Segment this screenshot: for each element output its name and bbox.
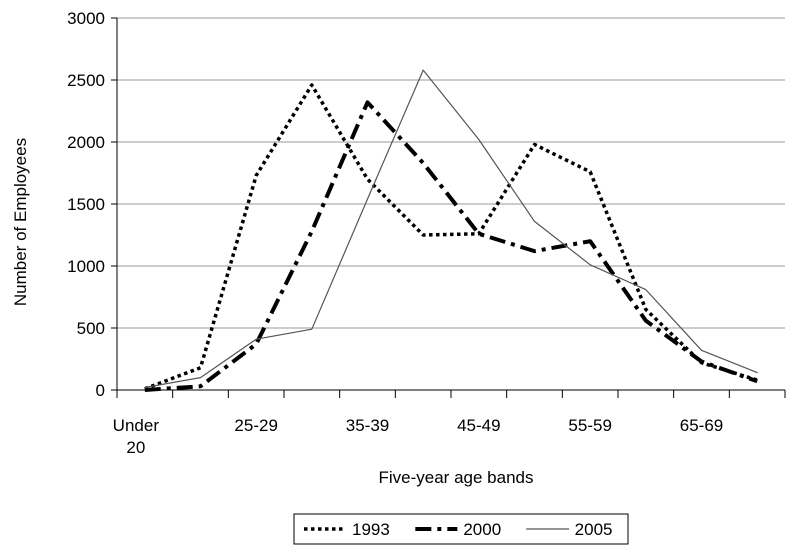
legend-label-2005: 2005: [575, 520, 613, 539]
y-tick-label: 2500: [67, 71, 105, 90]
x-tick-label: 55-59: [568, 416, 611, 435]
legend-box: [293, 513, 629, 545]
y-tick-label: 2000: [67, 133, 105, 152]
series-line-1993: [144, 83, 758, 391]
x-tick-label: 65-69: [680, 416, 723, 435]
y-tick-label: 1500: [67, 195, 105, 214]
y-tick-label: 0: [96, 381, 105, 400]
x-tick-label: 35-39: [346, 416, 389, 435]
x-tick-label: 20: [126, 438, 145, 457]
x-axis-title: Five-year age bands: [379, 468, 534, 487]
y-tick-label: 1000: [67, 257, 105, 276]
x-tick-label: Under: [113, 416, 160, 435]
y-tick-label: 500: [77, 319, 105, 338]
series-layer: [144, 69, 758, 392]
gridlines: [117, 17, 785, 329]
series-line-2000: [144, 100, 758, 392]
series-line-2005: [144, 69, 758, 389]
x-tick-label: 45-49: [457, 416, 500, 435]
x-axis: Under 20 25-29 35-39 45-49 55-59 65-69: [113, 389, 786, 457]
legend-label-2000: 2000: [463, 520, 501, 539]
x-tick-label: 25-29: [234, 416, 277, 435]
y-axis-title: Number of Employees: [11, 138, 30, 306]
legend: 1993 2000 2005: [293, 513, 629, 545]
y-tick-label: 3000: [67, 9, 105, 28]
y-axis: 0 500 1000 1500 2000 2500 3000: [67, 9, 118, 400]
legend-label-1993: 1993: [352, 520, 390, 539]
